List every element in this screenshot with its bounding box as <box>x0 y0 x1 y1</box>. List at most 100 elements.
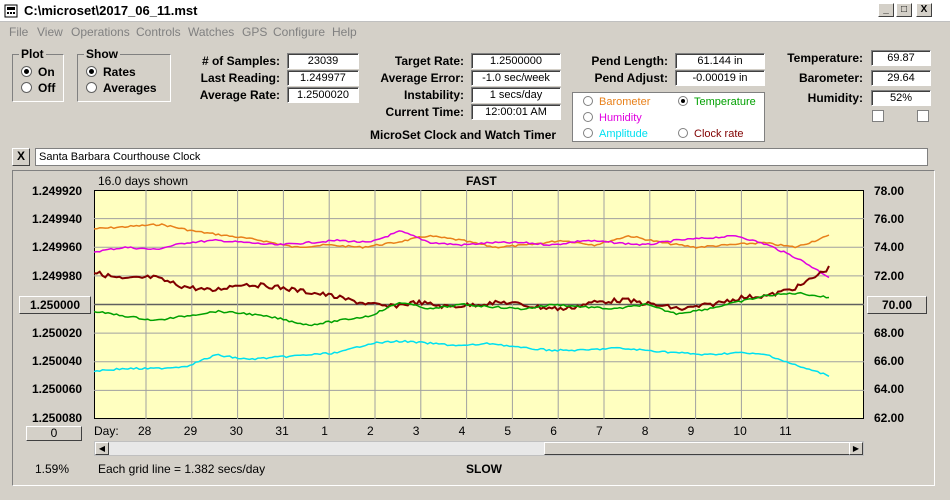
show-group-title: Show <box>84 47 120 61</box>
temperature-label: Temperature: <box>787 51 863 65</box>
humidity-value: 52% <box>871 90 931 106</box>
day-tick-label: 30 <box>229 424 243 438</box>
center-rate-button[interactable]: 1.250000 <box>19 296 91 314</box>
right-tick: 62.00 <box>874 411 905 425</box>
samples-value: 23039 <box>287 53 359 69</box>
left-tick: 1.250020 <box>32 326 83 340</box>
barometer-value: 29.64 <box>871 70 931 86</box>
show-rates-radio[interactable]: Rates <box>86 65 136 79</box>
center-temp-button[interactable]: 70.00 <box>867 296 927 314</box>
left-tick: 1.249920 <box>32 184 83 198</box>
clock-name-field[interactable]: Santa Barbara Courthouse Clock <box>35 148 928 166</box>
average-rate-label: Average Rate: <box>199 88 280 102</box>
radio-unselected-icon <box>678 128 688 138</box>
day-tick-label: 5 <box>504 424 512 438</box>
radio-unselected-icon <box>583 128 593 138</box>
maximize-button[interactable]: □ <box>896 3 912 17</box>
left-tick: 1.250080 <box>32 411 83 425</box>
chart-panel <box>12 170 935 486</box>
plot-group-title: Plot <box>19 47 46 61</box>
series-line-clock-rate <box>94 265 830 312</box>
menu-view[interactable]: View <box>37 25 63 39</box>
series-line-temperature <box>94 291 830 327</box>
pend-adjust-value: -0.00019 in <box>675 70 765 86</box>
series-legend: Barometer Temperature Humidity Clock rat… <box>572 92 765 142</box>
day-tick-label: 11 <box>779 424 792 438</box>
day-tick-label: 6 <box>550 424 557 438</box>
left-tick: 1.249980 <box>32 269 83 283</box>
day-tick-label: 3 <box>412 424 420 438</box>
percent-label: 1.59% <box>35 462 70 476</box>
time-scrollbar[interactable]: ◀ ▶ <box>94 441 864 456</box>
close-window-button[interactable]: X <box>916 3 932 17</box>
left-tick: 1.249940 <box>32 212 83 226</box>
series-line-barometer <box>94 223 830 249</box>
checkbox-right[interactable] <box>917 110 929 122</box>
right-tick: 74.00 <box>874 240 905 254</box>
right-tick: 68.00 <box>874 326 905 340</box>
menu-operations[interactable]: Operations <box>71 25 130 39</box>
scroll-right-arrow-icon[interactable]: ▶ <box>849 442 863 455</box>
instability-value: 1 secs/day <box>471 87 561 103</box>
radio-selected-icon <box>21 66 32 77</box>
menu-file[interactable]: File <box>9 25 29 39</box>
title-bar: C:\microset\2017_06_11.mst _ □ X <box>0 0 950 22</box>
last-reading-label: Last Reading: <box>200 71 280 85</box>
day-tick-label: 8 <box>641 424 649 438</box>
pend-length-value: 61.144 in <box>675 53 765 69</box>
legend-humidity[interactable]: Humidity <box>583 112 642 124</box>
plot-off-radio[interactable]: Off <box>21 81 55 95</box>
radio-unselected-icon <box>86 82 97 93</box>
legend-amplitude[interactable]: Amplitude <box>583 128 648 140</box>
day-tick-label: 4 <box>458 424 466 438</box>
scroll-left-arrow-icon[interactable]: ◀ <box>95 442 109 455</box>
current-time-value: 12:00:01 AM <box>471 104 561 120</box>
menu-configure[interactable]: Configure <box>273 25 326 39</box>
right-tick: 66.00 <box>874 354 905 368</box>
radio-selected-icon <box>86 66 97 77</box>
day-tick-label: 9 <box>687 424 695 438</box>
minimize-button[interactable]: _ <box>878 3 894 17</box>
menu-controls[interactable]: Controls <box>136 25 181 39</box>
legend-temperature[interactable]: Temperature <box>678 96 756 108</box>
scrollbar-thumb[interactable] <box>544 442 850 455</box>
show-averages-radio[interactable]: Averages <box>86 81 157 95</box>
menu-bar: File View Operations Controls Watches GP… <box>0 22 950 42</box>
slow-label: SLOW <box>466 462 502 476</box>
plot-on-radio[interactable]: On <box>21 65 55 79</box>
temperature-value: 69.87 <box>871 50 931 66</box>
days-shown-label: 16.0 days shown <box>98 174 189 188</box>
clear-clock-name-button[interactable]: X <box>12 148 30 166</box>
day-tick-label: 10 <box>733 424 747 438</box>
legend-barometer[interactable]: Barometer <box>583 96 650 108</box>
last-reading-value: 1.249977 <box>287 70 359 86</box>
average-rate-value: 1.2500020 <box>287 87 359 103</box>
radio-selected-icon <box>678 96 688 106</box>
fast-label: FAST <box>466 174 497 188</box>
instability-label: Instability: <box>403 88 464 102</box>
day-tick-label: 1 <box>321 424 328 438</box>
right-tick: 72.00 <box>874 269 905 283</box>
day-tick-label: 7 <box>596 424 603 438</box>
radio-unselected-icon <box>21 82 32 93</box>
samples-label: # of Samples: <box>201 54 280 68</box>
day-tick-label: 29 <box>183 424 198 438</box>
checkbox-left[interactable] <box>872 110 884 122</box>
barometer-label: Barometer: <box>798 71 863 85</box>
app-caption: MicroSet Clock and Watch Timer <box>370 128 557 142</box>
zero-button[interactable]: 0 <box>26 426 82 441</box>
plot-group: Plot On Off <box>12 47 64 102</box>
right-tick: 76.00 <box>874 212 905 226</box>
menu-watches[interactable]: Watches <box>188 25 235 39</box>
menu-help[interactable]: Help <box>332 25 357 39</box>
app-icon <box>4 4 18 18</box>
series-line-humidity <box>94 230 830 279</box>
target-rate-value: 1.2500000 <box>471 53 561 69</box>
legend-clock-rate[interactable]: Clock rate <box>678 128 744 140</box>
window-title: C:\microset\2017_06_11.mst <box>24 3 198 18</box>
pend-adjust-label: Pend Adjust: <box>594 71 668 85</box>
menu-gps[interactable]: GPS <box>242 25 268 39</box>
grid-note-label: Each grid line = 1.382 secs/day <box>98 462 266 476</box>
target-rate-label: Target Rate: <box>394 54 464 68</box>
right-tick: 78.00 <box>874 184 905 198</box>
